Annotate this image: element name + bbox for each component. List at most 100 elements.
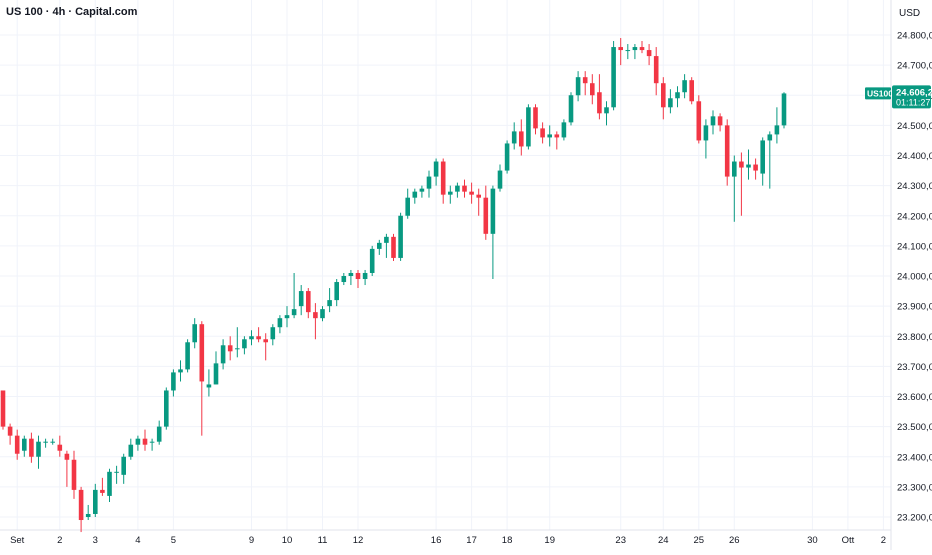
candle-body (781, 93, 787, 126)
candle (93, 483, 98, 517)
candle-body (440, 161, 446, 195)
candle (313, 303, 318, 340)
candle (689, 77, 694, 105)
candle-body (760, 140, 765, 174)
candle (504, 140, 510, 174)
candle (334, 279, 339, 307)
time-axis[interactable]: Set 2 3 4 5 9 10 11 12 16 17 18 19 23 24 25 26 30 Ott 2 (10, 535, 886, 546)
candle (192, 318, 197, 349)
candle-body (227, 345, 233, 352)
candle-body (398, 215, 403, 258)
candle (710, 110, 716, 135)
price-tag-box (892, 85, 931, 109)
candle (306, 288, 311, 319)
candle (533, 104, 538, 135)
candle-body (540, 128, 545, 138)
candle-body (597, 92, 602, 114)
candle (767, 131, 773, 189)
y-tick-label: 24.200,0 (897, 211, 932, 222)
candle (199, 321, 205, 436)
y-tick-label: 24.100,0 (897, 241, 932, 252)
candle (249, 330, 254, 346)
candle-body (29, 438, 34, 457)
candle-body (178, 369, 183, 373)
x-tick-label: 30 (807, 535, 818, 546)
x-tick-label: Set (10, 535, 25, 546)
candle-body (732, 161, 737, 177)
candle (554, 131, 560, 150)
y-tick-label: 24.400,0 (897, 151, 932, 162)
candle (341, 272, 347, 286)
x-tick-label: 2 (57, 535, 62, 546)
candle (419, 185, 425, 198)
candle-body (774, 125, 780, 135)
candle-body (306, 291, 311, 313)
price-tag-symbol: US100 (867, 88, 893, 98)
candle-body (433, 161, 439, 177)
candle (107, 468, 112, 502)
candle-body (93, 489, 98, 514)
candle-body (156, 426, 162, 442)
candle (696, 95, 702, 144)
candle (739, 152, 744, 216)
y-tick-label: 23.600,0 (897, 392, 932, 403)
candle (703, 119, 709, 159)
candle-body (426, 176, 432, 189)
currency-button[interactable]: USD (893, 4, 923, 21)
candle-body (568, 95, 574, 123)
candle-body (100, 489, 105, 493)
candle (384, 233, 389, 258)
x-tick-label: 18 (502, 535, 513, 546)
x-tick-label: 11 (318, 535, 328, 546)
candle (625, 44, 631, 60)
x-tick-label: 9 (249, 535, 254, 546)
candle-body (533, 107, 538, 129)
candle-body (22, 438, 27, 451)
candle-body (561, 122, 567, 138)
candle (220, 339, 226, 370)
candle (561, 119, 567, 141)
candle (398, 212, 403, 261)
candle-body (348, 272, 354, 276)
candle (469, 182, 474, 204)
candle (256, 327, 261, 343)
candle-body (7, 426, 13, 436)
x-tick-label: 25 (694, 535, 705, 546)
candle-body (511, 131, 517, 144)
candle (156, 420, 162, 445)
candle (263, 333, 268, 361)
x-tick-label: 10 (282, 535, 293, 546)
candle (355, 269, 361, 289)
candle-body (149, 441, 155, 443)
candle-body (717, 116, 723, 126)
candle-body (483, 197, 489, 234)
candle (227, 336, 233, 361)
candle (455, 182, 460, 198)
y-tick-label: 23.900,0 (897, 302, 932, 313)
candle-body (675, 92, 680, 99)
candle-body (724, 125, 730, 177)
candle (284, 306, 290, 328)
candle (242, 336, 247, 355)
candle (57, 435, 63, 457)
x-tick-label: 3 (93, 535, 98, 546)
candle-body (85, 513, 91, 517)
candle-body (199, 324, 205, 382)
candle-body (710, 116, 716, 126)
candle-body (171, 372, 176, 391)
candle-body (107, 471, 112, 496)
candle-body (696, 101, 702, 141)
candle (426, 170, 432, 198)
candle-body (384, 236, 389, 243)
candle-body (355, 272, 361, 280)
candle-body (391, 236, 396, 258)
y-tick-label: 24.500,0 (897, 121, 932, 132)
candle (632, 44, 638, 60)
candle (206, 369, 212, 397)
candle-body (746, 164, 751, 168)
candle (327, 288, 332, 313)
candle-body (590, 83, 595, 96)
candle (7, 423, 13, 445)
